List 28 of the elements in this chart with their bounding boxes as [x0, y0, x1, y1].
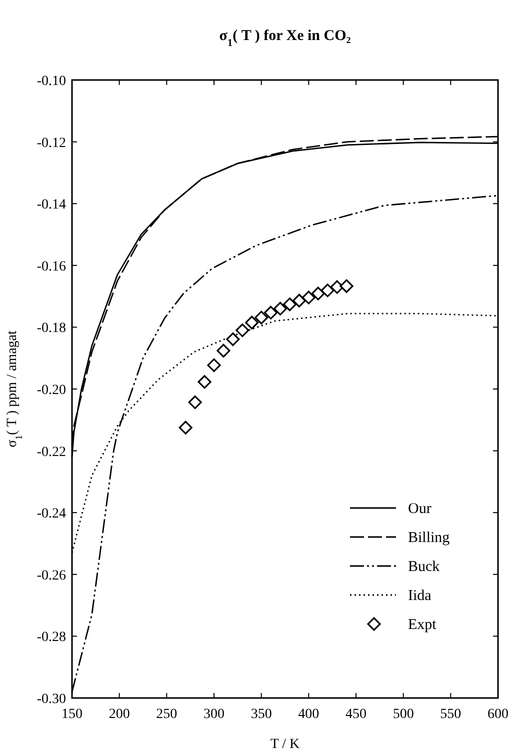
y-tick-label: -0.12 — [36, 136, 66, 151]
y-tick-label: -0.26 — [36, 568, 66, 584]
x-tick-label: 500 — [392, 707, 414, 722]
x-tick-label: 250 — [156, 707, 178, 722]
x-tick-label: 550 — [440, 707, 462, 722]
legend-label: Our — [408, 501, 432, 517]
chart-title: σ$_{1}$( T ) for Xe in CO₂ — [219, 28, 352, 48]
y-tick-label: -0.24 — [36, 506, 66, 522]
y-tick-label: -0.14 — [36, 198, 66, 213]
x-tick-label: 150 — [62, 707, 82, 722]
legend-label: Billing — [408, 530, 450, 546]
y-tick-label: -0.16 — [36, 259, 66, 274]
x-tick-label: 300 — [204, 707, 224, 722]
x-tick-label: 200 — [108, 707, 130, 722]
legend-label: Buck — [408, 559, 440, 575]
legend-label: Expt — [408, 617, 438, 633]
y-tick-label: -0.18 — [36, 321, 66, 336]
x-tick-label: 450 — [346, 707, 366, 722]
x-tick-label: 350 — [250, 707, 272, 722]
y-tick-label: -0.30 — [36, 692, 66, 707]
y-tick-label: -0.22 — [36, 444, 66, 460]
x-tick-label: 600 — [488, 707, 508, 722]
x-axis-title: T / K — [270, 737, 300, 752]
y-tick-label: -0.28 — [36, 630, 66, 646]
legend-label: Iida — [408, 588, 432, 604]
y-tick-label: -0.20 — [36, 383, 66, 398]
x-tick-label: 400 — [298, 707, 320, 722]
y-tick-label: -0.10 — [36, 74, 66, 89]
